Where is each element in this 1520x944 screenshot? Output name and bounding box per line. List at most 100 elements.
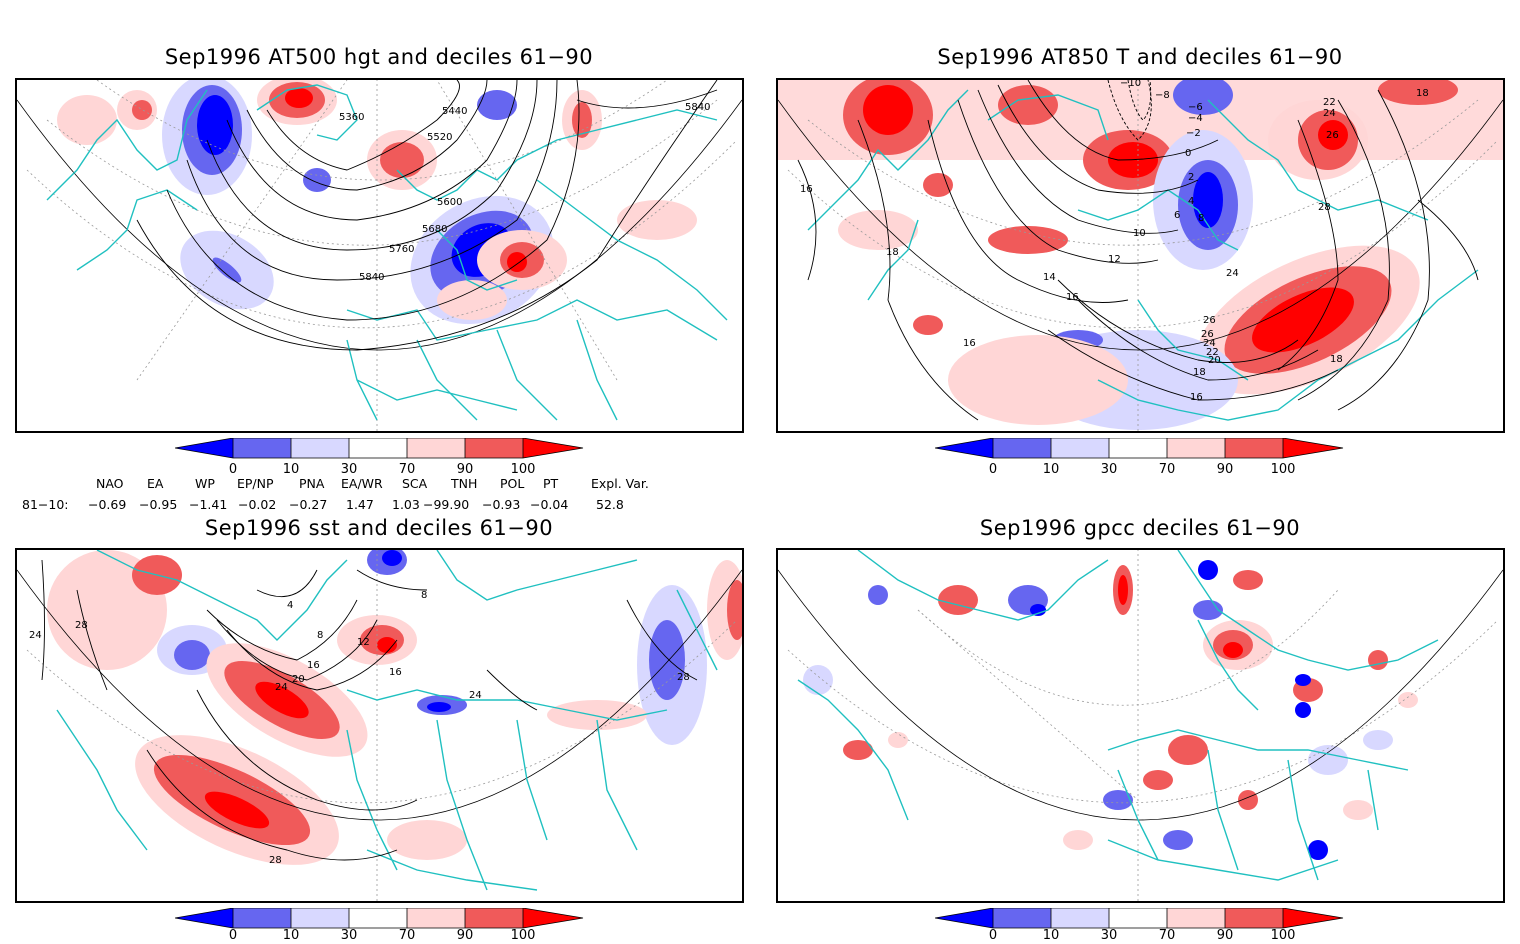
colorbar-seg-1 — [993, 908, 1051, 928]
anomaly-shading — [57, 80, 697, 325]
colorbar-seg-4 — [1167, 908, 1225, 928]
svg-text:28: 28 — [269, 855, 282, 866]
index-value-pna: −0.27 — [289, 497, 328, 512]
svg-text:5360: 5360 — [339, 112, 364, 123]
anomaly-shading — [778, 80, 1503, 430]
index-value-nao: −0.69 — [88, 497, 127, 512]
colorbar-tick: 0 — [229, 928, 237, 940]
svg-text:5440: 5440 — [442, 106, 467, 117]
index-row-label: 81−10: — [22, 497, 69, 512]
colorbar-top-right: 0 10 30 70 90 100 — [934, 437, 1355, 478]
index-header-sca: SCA — [402, 476, 428, 491]
colorbar-tick: 30 — [341, 928, 358, 940]
svg-text:−6: −6 — [1188, 102, 1203, 113]
map-panel-gpcc — [776, 548, 1505, 903]
colorbar-seg-4 — [407, 908, 465, 928]
map-t850-svg: 16 18 14 12 10 16 16 18 16 18 28 24 26 2… — [778, 80, 1503, 431]
svg-text:20: 20 — [1208, 355, 1221, 366]
svg-text:16: 16 — [1190, 392, 1203, 403]
svg-text:5760: 5760 — [389, 244, 414, 255]
colorbar-tick: 90 — [1217, 928, 1234, 940]
colorbar-seg-1 — [993, 438, 1051, 458]
map-panel-hgt500: 5360 5440 5520 5600 5680 5760 5840 5840 — [15, 78, 744, 433]
colorbar-tick: 10 — [1043, 928, 1060, 940]
colorbar-tick: 90 — [457, 462, 474, 477]
colorbar-top-left: 0 10 30 70 90 100 — [174, 437, 595, 478]
graticule — [26, 550, 738, 901]
index-value-sca: 1.03 — [392, 497, 420, 512]
svg-text:−10: −10 — [1120, 80, 1141, 89]
svg-text:8: 8 — [1198, 213, 1204, 224]
colorbar-tick: 100 — [1271, 928, 1296, 940]
svg-text:24: 24 — [469, 690, 482, 701]
svg-text:−2: −2 — [1186, 128, 1201, 139]
colorbar-seg-5 — [465, 908, 523, 928]
colorbar-seg-0 — [935, 438, 993, 458]
height-contours — [136, 80, 718, 351]
svg-text:28: 28 — [1318, 202, 1331, 213]
colorbar-seg-6 — [1283, 438, 1343, 458]
svg-text:24: 24 — [275, 682, 288, 693]
colorbar-tick: 70 — [399, 928, 416, 940]
colorbar-tick: 100 — [1271, 462, 1296, 477]
colorbar-tick: 10 — [1043, 462, 1060, 477]
index-header-nao: NAO — [96, 476, 124, 491]
hemisphere-boundary — [778, 569, 1503, 821]
colorbar-seg-1 — [233, 438, 291, 458]
index-header-eawr: EA/WR — [341, 476, 383, 491]
colorbar-tick: 90 — [1217, 462, 1234, 477]
index-header-explvar: Expl. Var. — [591, 476, 649, 491]
panel-title-t850: Sep1996 AT850 T and deciles 61−90 — [937, 45, 1343, 69]
svg-text:16: 16 — [800, 184, 813, 195]
colorbar-tick: 0 — [229, 462, 237, 477]
svg-text:26: 26 — [1203, 315, 1216, 326]
colorbar-seg-2 — [1051, 908, 1109, 928]
temperature-contours — [797, 80, 1479, 421]
colorbar-bottom-left: 0 10 30 70 90 100 — [174, 907, 595, 943]
svg-text:10: 10 — [1133, 228, 1146, 239]
svg-text:16: 16 — [963, 338, 976, 349]
colorbar-seg-3 — [349, 438, 407, 458]
colorbar-tick: 10 — [283, 928, 300, 940]
contour-labels: 5360 5440 5520 5600 5680 5760 5840 5840 — [339, 102, 710, 283]
colorbar-tick: 30 — [1101, 928, 1118, 940]
index-header-pt: PT — [543, 476, 559, 491]
map-panel-sst: 24 28 4 8 12 16 20 24 16 24 28 8 28 — [15, 548, 744, 903]
colorbar-seg-5 — [465, 438, 523, 458]
index-header-pna: PNA — [299, 476, 325, 491]
svg-text:−4: −4 — [1188, 113, 1203, 124]
index-value-tnh: −99.90 — [423, 497, 470, 512]
map-sst-svg: 24 28 4 8 12 16 20 24 16 24 28 8 28 — [17, 550, 742, 901]
svg-text:4: 4 — [287, 600, 293, 611]
map-gpcc-svg — [778, 550, 1503, 901]
colorbar-svg: 0 10 30 70 90 100 — [174, 907, 584, 943]
anomaly-shading — [47, 550, 742, 865]
svg-text:5680: 5680 — [422, 224, 447, 235]
svg-text:6: 6 — [1174, 210, 1180, 221]
colorbar-tick: 100 — [511, 928, 536, 940]
svg-text:16: 16 — [1066, 292, 1079, 303]
index-value-ea: −0.95 — [139, 497, 178, 512]
contour-labels: 16 18 14 12 10 16 16 18 16 18 28 24 26 2… — [800, 80, 1429, 403]
svg-text:22: 22 — [1206, 347, 1219, 358]
svg-text:5600: 5600 — [437, 197, 462, 208]
hemisphere-boundary — [778, 99, 1503, 351]
colorbar-seg-5 — [1225, 908, 1283, 928]
colorbar-tick: 70 — [399, 462, 416, 477]
svg-text:12: 12 — [357, 637, 370, 648]
svg-text:26: 26 — [1201, 329, 1214, 340]
index-value-wp: −1.41 — [189, 497, 228, 512]
coastlines — [56, 550, 718, 891]
index-value-explvar: 52.8 — [596, 497, 624, 512]
svg-text:16: 16 — [307, 660, 320, 671]
colorbar-seg-2 — [1051, 438, 1109, 458]
svg-text:16: 16 — [389, 667, 402, 678]
index-header-ea: EA — [147, 476, 164, 491]
colorbar-seg-0 — [175, 908, 233, 928]
svg-text:5840: 5840 — [685, 102, 710, 113]
index-value-pol: −0.93 — [482, 497, 521, 512]
colorbar-seg-4 — [1167, 438, 1225, 458]
contour-labels: 24 28 4 8 12 16 20 24 16 24 28 8 28 — [29, 590, 690, 866]
colorbar-seg-6 — [523, 438, 583, 458]
index-value-pt: −0.04 — [530, 497, 569, 512]
